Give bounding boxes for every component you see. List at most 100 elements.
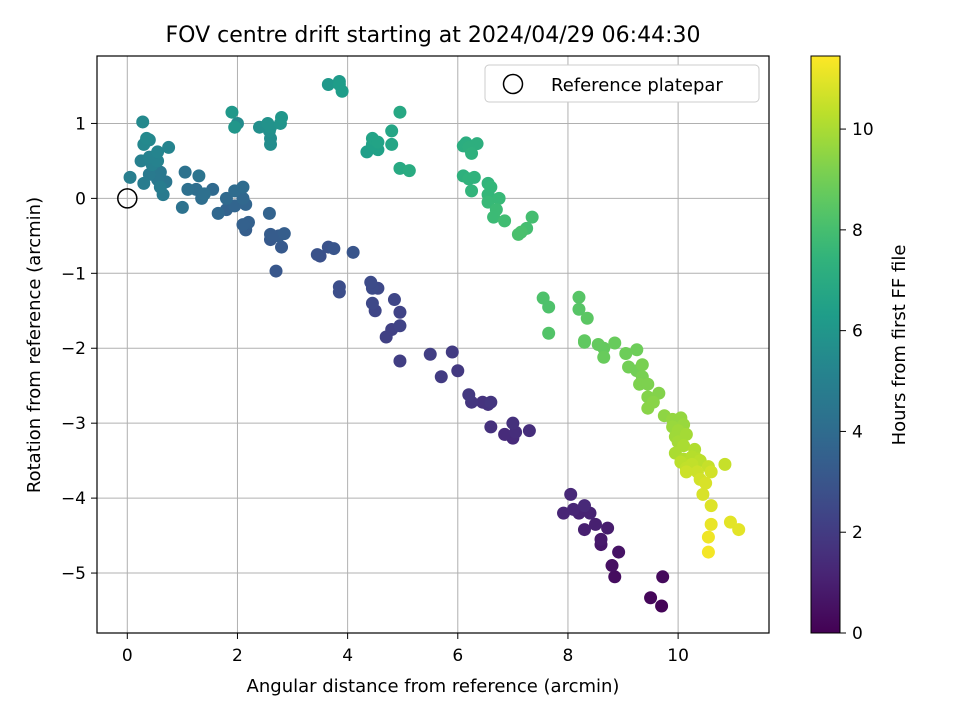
data-point — [175, 200, 189, 214]
data-point — [385, 124, 399, 138]
data-point — [506, 416, 520, 430]
data-point — [445, 345, 459, 359]
data-point — [332, 280, 346, 294]
data-point — [498, 214, 512, 228]
data-point — [151, 145, 165, 159]
x-tick-label: 4 — [342, 646, 353, 666]
data-point — [572, 290, 586, 304]
data-point — [264, 227, 278, 241]
data-point — [542, 326, 556, 340]
data-point — [219, 191, 233, 205]
data-point — [275, 110, 289, 124]
data-point — [465, 184, 479, 198]
data-point — [332, 77, 346, 91]
legend: Reference platepar — [484, 64, 760, 103]
colorbar-tick-label: 0 — [852, 624, 863, 644]
data-point — [197, 187, 211, 201]
x-tick-label: 6 — [452, 646, 463, 666]
data-point — [597, 341, 611, 355]
data-point — [310, 248, 324, 262]
data-point — [385, 137, 399, 151]
data-point — [677, 439, 691, 453]
data-point — [487, 210, 501, 224]
data-point — [434, 370, 448, 384]
data-point — [498, 427, 512, 441]
data-point — [467, 170, 481, 184]
data-point — [511, 227, 525, 241]
data-point — [137, 176, 151, 190]
data-point — [136, 115, 150, 129]
data-point — [346, 245, 360, 259]
data-point — [181, 182, 195, 196]
data-point — [641, 401, 655, 415]
colorbar-tick-label: 4 — [852, 422, 863, 442]
data-point — [364, 275, 378, 289]
data-point — [327, 242, 341, 256]
data-point — [228, 199, 242, 213]
data-point — [236, 180, 250, 194]
data-point — [178, 165, 192, 179]
data-point — [557, 506, 571, 520]
data-point — [162, 140, 176, 154]
colorbar-tick-label: 2 — [852, 523, 863, 543]
data-point — [704, 517, 718, 531]
x-tick-label: 0 — [122, 646, 133, 666]
colorbar: 0 2 4 6 8 10 Hours from first FF file — [810, 55, 910, 644]
data-point — [236, 191, 250, 205]
data-point — [393, 354, 407, 368]
data-point — [612, 545, 626, 559]
x-tick-label: 2 — [232, 646, 243, 666]
data-point — [580, 311, 594, 325]
data-point — [371, 135, 385, 149]
reference-platepar-point — [117, 188, 138, 209]
data-point — [577, 334, 591, 348]
data-point — [655, 599, 669, 613]
plot-frame — [96, 55, 770, 634]
data-point — [732, 523, 746, 537]
x-tick-label: 8 — [563, 646, 574, 666]
data-point — [192, 169, 206, 183]
data-point — [153, 180, 167, 194]
data-point — [465, 146, 479, 160]
data-point — [484, 420, 498, 434]
data-point — [588, 517, 602, 531]
data-point — [228, 120, 242, 134]
data-point — [423, 347, 437, 361]
data-point — [597, 350, 611, 364]
data-point — [605, 559, 619, 573]
data-point — [630, 343, 644, 357]
y-tick-label: 0 — [75, 189, 86, 209]
y-tick-label: −1 — [61, 264, 86, 284]
data-point — [699, 476, 713, 490]
data-point — [641, 377, 655, 391]
data-point — [262, 206, 276, 220]
data-point — [679, 465, 693, 479]
data-point — [723, 515, 737, 529]
data-point — [393, 105, 407, 119]
colorbar-label: Hours from first FF file — [889, 245, 910, 446]
data-point — [608, 570, 622, 584]
data-point — [644, 591, 658, 605]
data-point — [701, 530, 715, 544]
chart-title: FOV centre drift starting at 2024/04/29 … — [166, 23, 701, 48]
data-point — [522, 424, 536, 438]
data-point — [701, 545, 715, 559]
data-point — [564, 487, 578, 501]
grid-lines — [97, 56, 769, 633]
data-point — [462, 388, 476, 402]
colorbar-ticks: 0 2 4 6 8 10 — [840, 120, 874, 644]
data-point — [264, 120, 278, 134]
data-point — [275, 240, 289, 254]
y-axis-label: Rotation from reference (arcmin) — [24, 197, 45, 493]
data-point — [577, 499, 591, 513]
data-point — [619, 346, 633, 360]
data-point — [269, 264, 283, 278]
data-point — [704, 499, 718, 513]
reference-marker-icon — [502, 73, 524, 95]
y-tick-label: −5 — [61, 564, 86, 584]
data-point — [608, 336, 622, 350]
data-point — [718, 457, 732, 471]
data-point — [225, 105, 239, 119]
data-point — [566, 502, 580, 516]
data-point — [492, 191, 506, 205]
